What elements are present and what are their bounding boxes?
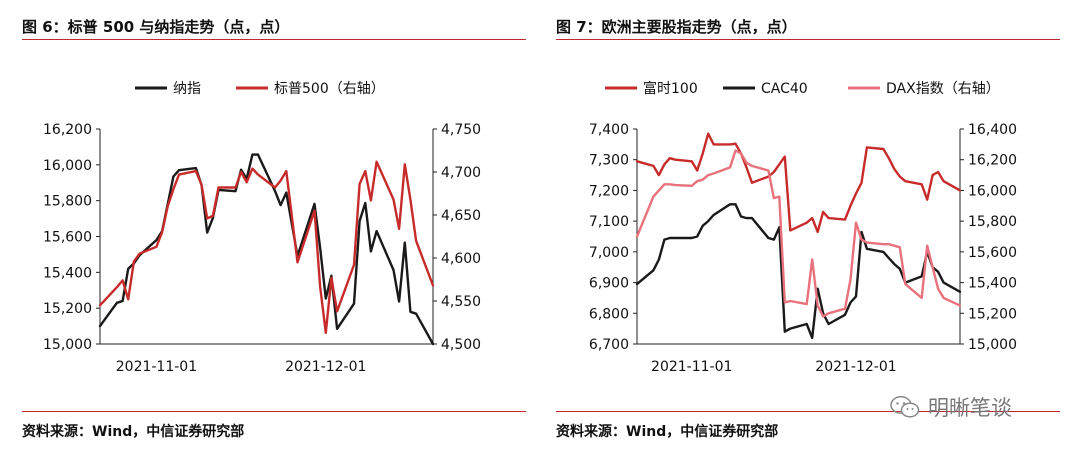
legend-label: CAC40 bbox=[761, 81, 808, 97]
left-tick-label: 15,200 bbox=[43, 301, 92, 317]
left-tick-label: 7,000 bbox=[589, 245, 629, 261]
panel-2-title: 图 7：欧洲主要股指走势（点，点） bbox=[556, 18, 797, 36]
left-tick-label: 15,800 bbox=[43, 194, 92, 210]
panel-1-source: 资料来源：Wind，中信证券研究部 bbox=[22, 424, 245, 440]
series-line-3 bbox=[635, 149, 962, 318]
legend-label: DAX指数（右轴） bbox=[886, 81, 1000, 97]
legend-label: 富时100 bbox=[643, 80, 698, 97]
panel-2-top-rule bbox=[556, 39, 1060, 40]
left-tick-label: 6,800 bbox=[589, 306, 629, 322]
right-tick-label: 15,400 bbox=[968, 276, 1017, 292]
left-tick-label: 15,600 bbox=[43, 230, 92, 246]
panel-2-bottom-rule bbox=[556, 411, 1060, 412]
left-tick-label: 16,000 bbox=[43, 158, 92, 174]
x-tick-label: 2021-12-01 bbox=[285, 359, 366, 375]
x-tick-label: 2021-12-01 bbox=[815, 359, 896, 375]
left-tick-label: 6,700 bbox=[589, 337, 629, 353]
series-line-1 bbox=[635, 132, 962, 234]
right-tick-label: 4,600 bbox=[441, 251, 481, 267]
right-tick-label: 15,600 bbox=[968, 245, 1017, 261]
wechat-icon bbox=[890, 396, 920, 418]
left-tick-label: 15,000 bbox=[43, 337, 92, 353]
right-tick-label: 16,400 bbox=[968, 122, 1017, 138]
left-tick-label: 6,900 bbox=[589, 276, 629, 292]
right-tick-label: 4,750 bbox=[441, 122, 481, 138]
right-tick-label: 15,000 bbox=[968, 337, 1017, 353]
left-tick-label: 7,200 bbox=[589, 183, 629, 199]
panel-1-top-rule bbox=[22, 39, 526, 40]
right-tick-label: 16,200 bbox=[968, 153, 1017, 169]
x-tick-label: 2021-11-01 bbox=[651, 359, 732, 375]
series-line-2 bbox=[98, 160, 435, 334]
legend-label: 标普500（右轴） bbox=[274, 81, 385, 97]
left-tick-label: 7,400 bbox=[589, 122, 629, 138]
right-tick-label: 4,650 bbox=[441, 208, 481, 224]
right-tick-label: 4,700 bbox=[441, 165, 481, 181]
watermark: 明晰笔谈 bbox=[890, 392, 1012, 422]
right-tick-label: 15,200 bbox=[968, 306, 1017, 322]
right-tick-label: 15,800 bbox=[968, 214, 1017, 230]
left-tick-label: 15,400 bbox=[43, 265, 92, 281]
panel-1-title: 图 6：标普 500 与纳指走势（点，点） bbox=[22, 18, 290, 36]
left-tick-label: 7,300 bbox=[589, 153, 629, 169]
left-tick-label: 16,200 bbox=[43, 122, 92, 138]
watermark-text: 明晰笔谈 bbox=[928, 396, 1012, 420]
x-tick-label: 2021-11-01 bbox=[116, 359, 197, 375]
series-line-2 bbox=[635, 203, 962, 340]
right-tick-label: 4,500 bbox=[441, 337, 481, 353]
panel-1-bottom-rule bbox=[22, 411, 526, 412]
panel-2-source: 资料来源：Wind，中信证券研究部 bbox=[556, 424, 779, 440]
right-tick-label: 16,000 bbox=[968, 183, 1017, 199]
panel-2-chart: 7,400 7,300 7,200 7,100 7,000 6,900 6,800 6,700… bbox=[589, 80, 1017, 375]
panel-1-chart: 16,200 16,000 15,800 15,600 15,400 15,200 15,0… bbox=[43, 81, 481, 375]
legend-label: 纳指 bbox=[173, 81, 201, 97]
right-tick-label: 4,550 bbox=[441, 294, 481, 310]
left-tick-label: 7,100 bbox=[589, 214, 629, 230]
